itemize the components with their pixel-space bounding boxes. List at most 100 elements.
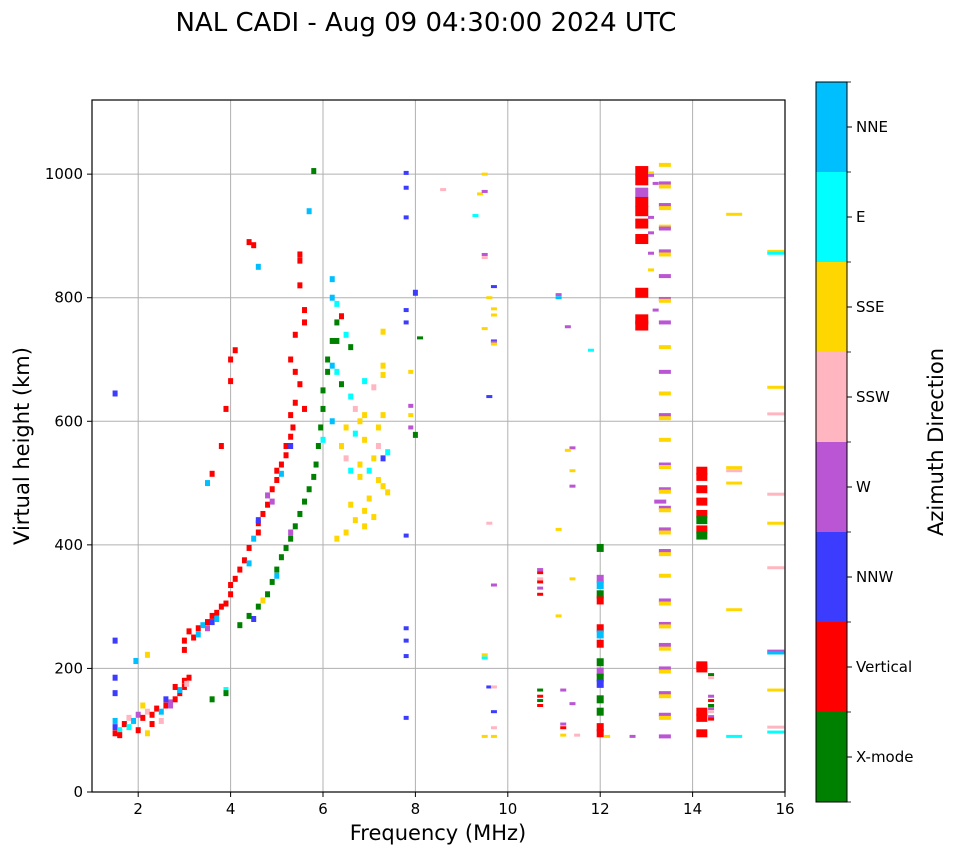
colorbar-swatch-nne — [816, 82, 847, 172]
echo-point-w — [648, 215, 655, 219]
plot-area: 2 4 6 8 10 12 14 16 0 200 400 600 800 1000 — [45, 99, 795, 818]
echo-point-sse — [334, 535, 340, 542]
echo-point-nne — [251, 535, 257, 542]
echo-point-vertical — [154, 705, 160, 712]
echo-point-w — [560, 722, 567, 726]
echo-point-sse — [658, 669, 671, 674]
echo-point-sse — [658, 552, 671, 557]
echo-point-vertical — [117, 732, 123, 739]
echo-point-sse — [658, 416, 671, 421]
echo-point-vertical — [537, 694, 544, 698]
echo-point-vertical — [228, 582, 234, 589]
colorbar-swatch-x-mode — [816, 712, 847, 802]
echo-point-e — [117, 727, 123, 734]
echo-point-vertical — [696, 707, 708, 716]
echo-point-nnw — [486, 685, 493, 689]
echo-point-w — [168, 702, 174, 709]
echo-point-vertical — [283, 452, 289, 459]
echo-point-nnw — [490, 710, 497, 714]
echo-point-sse — [648, 268, 655, 272]
echo-point-vertical — [635, 196, 649, 207]
echo-point-x-mode — [325, 368, 331, 375]
echo-point-nne — [329, 418, 335, 425]
y-axis-ticks: 0 200 400 600 800 1000 — [45, 165, 92, 801]
echo-point-w — [560, 688, 567, 692]
echo-point-nnw — [403, 308, 409, 313]
echo-point-vertical — [241, 557, 247, 564]
echo-point-ssw — [708, 676, 715, 680]
echo-point-ssw — [490, 726, 497, 730]
echo-point-sse — [490, 307, 497, 311]
echo-point-nnw — [486, 395, 493, 399]
echo-point-x-mode — [417, 336, 424, 340]
echo-point-vertical — [537, 571, 544, 575]
echo-point-x-mode — [302, 498, 308, 505]
echo-point-w — [490, 583, 497, 587]
echo-point-x-mode — [596, 543, 604, 552]
echo-point-x-mode — [255, 603, 261, 610]
echo-point-x-mode — [334, 319, 340, 326]
echo-point-sse — [767, 249, 785, 253]
echo-point-e — [767, 251, 785, 255]
echo-point-vertical — [232, 575, 238, 582]
echo-point-nnw — [403, 320, 409, 325]
echo-point-nnw — [403, 185, 409, 190]
colorbar: X-mode Vertical NNW W SSW SSE E NNE — [815, 81, 913, 803]
echo-point-sse — [371, 514, 377, 521]
echo-point-x-mode — [311, 168, 317, 175]
echo-point-w — [537, 586, 544, 590]
echo-point-vertical — [121, 721, 127, 728]
echo-point-sse — [380, 371, 386, 378]
echo-point-ssw — [481, 256, 488, 260]
echo-point-vertical — [149, 721, 155, 728]
echo-point-x-mode — [596, 673, 604, 682]
echo-point-sse — [144, 651, 150, 658]
echo-point-nne — [131, 717, 137, 724]
echo-point-vertical — [635, 287, 649, 298]
echo-point-sse — [658, 601, 671, 606]
echo-point-x-mode — [320, 405, 326, 412]
echo-point-sse — [375, 424, 381, 431]
colorbar-label-x-mode: X-mode — [856, 748, 913, 766]
echo-point-sse — [408, 413, 414, 418]
echo-point-w — [569, 702, 576, 706]
echo-point-sse — [481, 327, 488, 331]
echo-point-vertical — [292, 331, 298, 338]
colorbar-label-nnw: NNW — [856, 568, 893, 586]
echo-point-w — [658, 203, 671, 208]
echo-point-nne — [177, 687, 183, 694]
echo-point-sse — [338, 443, 344, 449]
echo-point-sse — [380, 328, 386, 335]
echo-point-sse — [490, 342, 497, 346]
echo-point-ssw — [574, 733, 581, 737]
y-tick-label: 0 — [73, 783, 83, 801]
echo-point-sse — [648, 171, 655, 175]
echo-point-w — [658, 274, 671, 279]
echo-point-vertical — [246, 544, 252, 551]
echo-point-sse — [144, 730, 150, 737]
colorbar-swatch-sse — [816, 262, 847, 352]
echo-point-sse — [658, 184, 671, 189]
echo-point-ssw — [767, 492, 785, 496]
echo-point-sse — [357, 418, 363, 425]
echo-point-nnw — [412, 289, 418, 296]
echo-point-ssw — [537, 577, 544, 581]
echo-point-ssw — [371, 384, 377, 391]
echo-point-nne — [214, 616, 220, 622]
echo-point-ssw — [375, 443, 381, 449]
echo-point-x-mode — [313, 461, 319, 468]
colorbar-swatch-vertical — [816, 622, 847, 712]
echo-point-vertical — [696, 509, 708, 518]
echo-point-x-mode — [338, 381, 344, 388]
echo-point-sse — [362, 412, 368, 419]
plot-background — [92, 100, 785, 792]
echo-point-vertical — [696, 664, 708, 673]
chart-title: NAL CADI - Aug 09 04:30:00 2024 UTC — [176, 8, 677, 38]
echo-point-x-mode — [318, 424, 324, 431]
echo-point-x-mode — [269, 578, 275, 585]
echo-point-nnw — [403, 626, 409, 631]
x-tick-label: 6 — [318, 800, 328, 818]
echo-point-e — [481, 656, 488, 660]
echo-point-sse — [555, 614, 562, 618]
colorbar-swatch-nnw — [816, 532, 847, 622]
